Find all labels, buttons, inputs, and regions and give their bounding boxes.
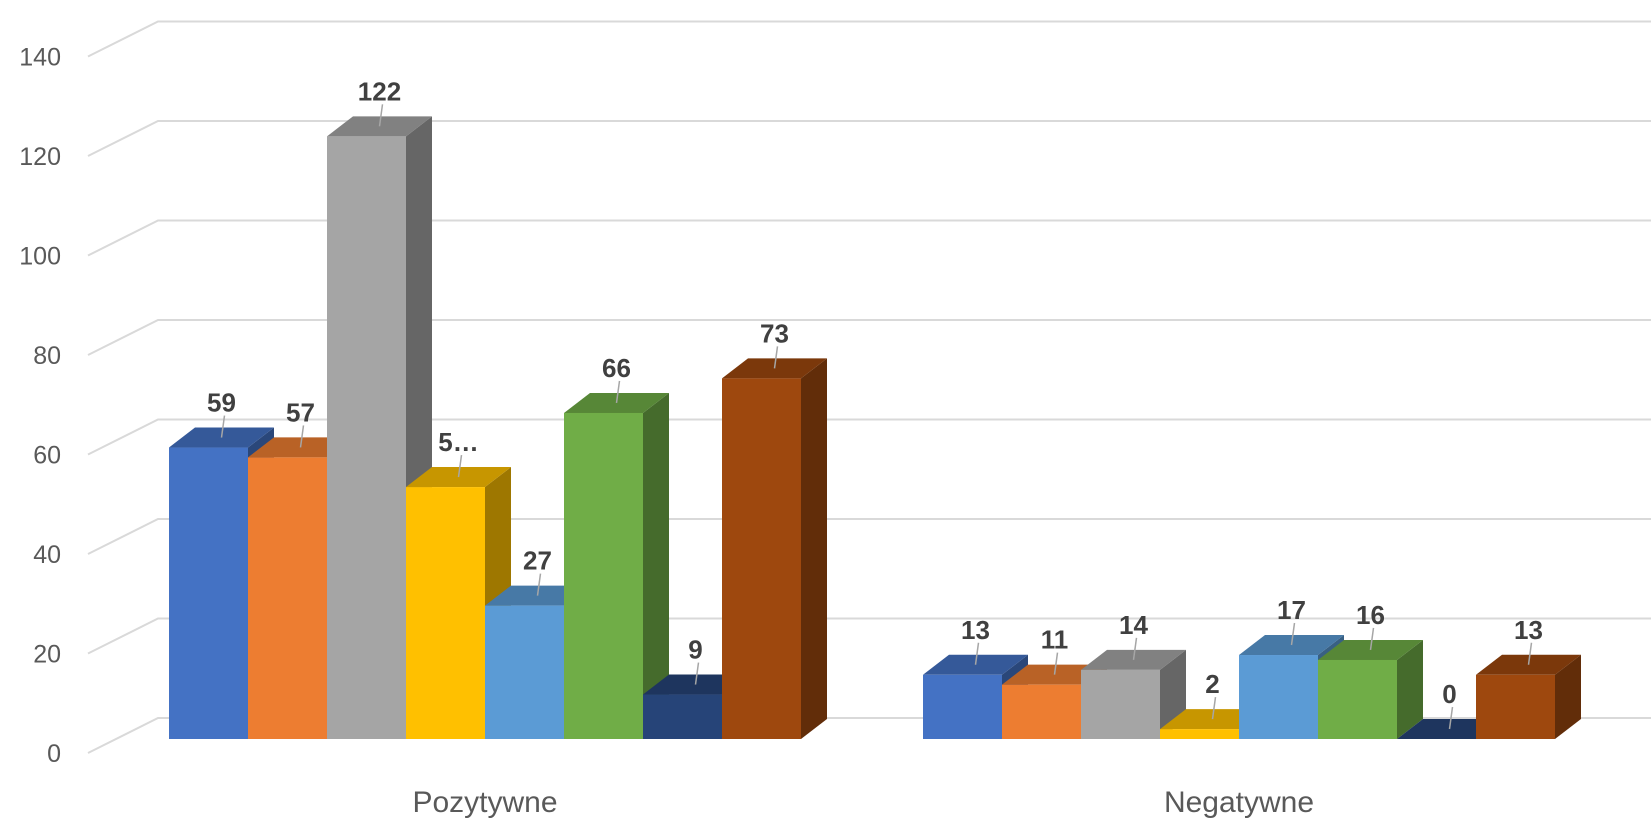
leader-line — [1369, 627, 1375, 651]
x-tick-label: Negatywne — [1164, 786, 1314, 819]
leader-line — [1132, 637, 1138, 660]
leader-line — [457, 454, 463, 478]
leader-line — [615, 380, 621, 404]
leader-line — [1053, 652, 1059, 675]
y-tick-label: 100 — [19, 243, 61, 271]
leader-line — [378, 104, 384, 127]
y-tick-label: 20 — [33, 641, 61, 669]
leader-line — [536, 573, 542, 596]
y-tick-label: 140 — [19, 44, 61, 72]
data-label: 17 — [1277, 595, 1306, 625]
leader-line — [1527, 642, 1533, 665]
bar — [564, 392, 669, 739]
y-tick-label: 60 — [33, 442, 61, 470]
leader-line — [299, 425, 305, 448]
gridline — [87, 120, 1651, 157]
gridline — [87, 219, 1651, 257]
gridline — [87, 617, 1651, 655]
data-label: 2 — [1205, 669, 1219, 699]
data-label: 13 — [961, 615, 990, 645]
gridline — [87, 20, 1651, 58]
leader-line — [1448, 706, 1454, 730]
bar — [1318, 639, 1423, 739]
x-tick-label: Pozytywne — [412, 786, 557, 819]
y-tick-label: 80 — [33, 342, 61, 370]
y-tick-label: 120 — [19, 143, 61, 171]
y-axis-ticks: 0 20 40 60 80 100 120 140 — [19, 44, 61, 769]
data-label: 27 — [523, 546, 552, 576]
y-tick-label: 40 — [33, 541, 61, 569]
data-label: 16 — [1356, 600, 1385, 630]
leader-line — [1290, 622, 1296, 646]
data-label: 59 — [207, 388, 236, 418]
gridlines — [87, 20, 1651, 754]
gridline — [87, 319, 1651, 356]
data-label: 11 — [1041, 625, 1069, 655]
data-label: 0 — [1442, 679, 1456, 709]
data-label: 73 — [760, 318, 789, 348]
y-tick-label: 0 — [47, 740, 61, 768]
leader-line — [220, 415, 226, 438]
x-axis-categories: Pozytywne Negatywne — [412, 786, 1314, 819]
leader-line — [773, 346, 779, 369]
bars — [169, 116, 1581, 739]
data-label: 122 — [358, 76, 401, 106]
gridline — [87, 518, 1651, 555]
data-label: 5… — [438, 427, 478, 457]
data-label: 9 — [688, 635, 702, 665]
data-label: 57 — [286, 397, 315, 427]
leader-line — [694, 662, 700, 685]
leader-line — [974, 642, 980, 665]
leader-line — [1211, 697, 1217, 720]
data-label: 14 — [1119, 610, 1148, 640]
bar — [722, 358, 827, 739]
gridline — [87, 418, 1651, 456]
bar — [1476, 654, 1581, 739]
data-label: 13 — [1514, 615, 1543, 645]
data-label: 66 — [602, 353, 631, 383]
data-labels: 59 57 122 5… 27 66 9 73 13 11 14 2 17 16 0 13 — [207, 76, 1543, 730]
